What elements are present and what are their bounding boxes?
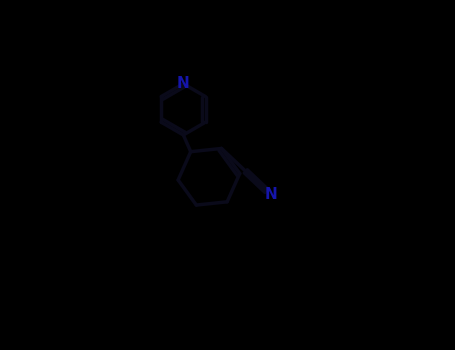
Text: N: N xyxy=(265,187,278,202)
Text: N: N xyxy=(177,76,190,91)
